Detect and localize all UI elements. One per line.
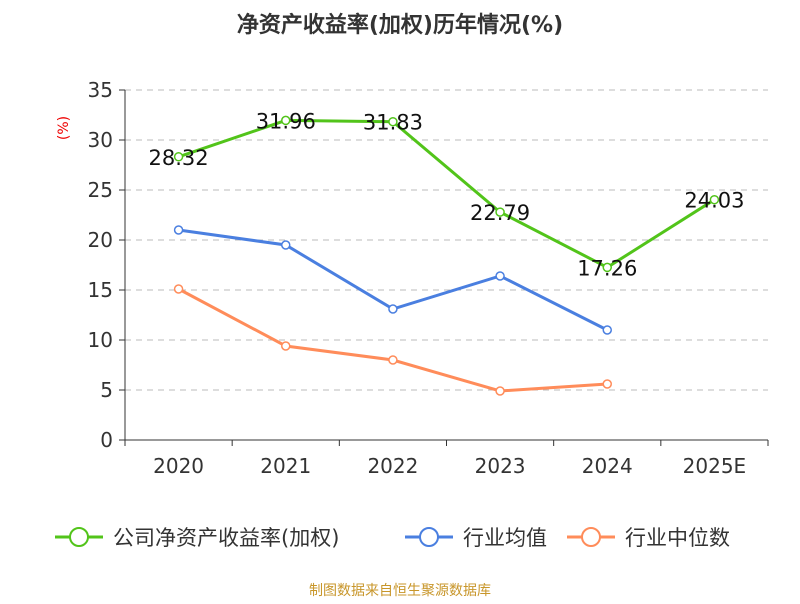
data-point <box>495 271 505 281</box>
series-line-1 <box>178 228 608 332</box>
y-axis-label: (%) <box>56 116 72 140</box>
data-point <box>281 240 291 250</box>
data-point <box>388 304 398 314</box>
data-label: 28.32 <box>149 146 209 170</box>
series-line-0 <box>178 118 716 270</box>
legend-label: 公司净资产收益率(加权) <box>113 526 339 550</box>
data-label: 24.03 <box>684 189 744 213</box>
x-tick-label: 2020 <box>153 454 204 478</box>
data-point <box>495 207 505 217</box>
legend-marker <box>69 527 89 547</box>
data-label: 31.96 <box>256 109 316 133</box>
data-point <box>602 325 612 335</box>
data-point <box>281 115 291 126</box>
y-tick-label: 0 <box>100 428 113 452</box>
legend-marker <box>581 527 601 547</box>
x-tick-label: 2025E <box>683 454 747 478</box>
data-label: 17.26 <box>577 256 637 280</box>
data-point <box>602 379 612 389</box>
y-tick-label: 25 <box>88 178 113 202</box>
x-tick-label: 2024 <box>582 454 633 478</box>
x-tick-label: 2021 <box>260 454 311 478</box>
x-tick-label: 2022 <box>367 454 418 478</box>
legend-label: 行业中位数 <box>625 526 730 550</box>
data-point <box>173 225 184 235</box>
data-point <box>388 355 398 365</box>
legend-marker <box>419 527 439 547</box>
data-label: 22.79 <box>470 201 530 225</box>
data-point <box>495 386 505 396</box>
data-point <box>709 194 720 205</box>
legend-label: 行业均值 <box>463 526 547 550</box>
y-tick-label: 10 <box>88 328 113 352</box>
y-tick-label: 20 <box>88 228 113 252</box>
y-tick-label: 15 <box>88 278 113 302</box>
chart-title: 净资产收益率(加权)历年情况(%) <box>237 12 563 38</box>
source-note: 制图数据来自恒生聚源数据库 <box>309 583 491 599</box>
data-point <box>602 262 612 273</box>
data-point <box>173 152 184 162</box>
x-tick-label: 2023 <box>475 454 526 478</box>
y-tick-label: 30 <box>88 128 113 152</box>
y-tick-label: 35 <box>88 78 113 102</box>
data-point <box>281 341 291 351</box>
data-point <box>388 116 398 127</box>
data-point <box>173 284 184 294</box>
y-tick-label: 5 <box>100 378 113 402</box>
data-label: 31.83 <box>363 111 423 135</box>
